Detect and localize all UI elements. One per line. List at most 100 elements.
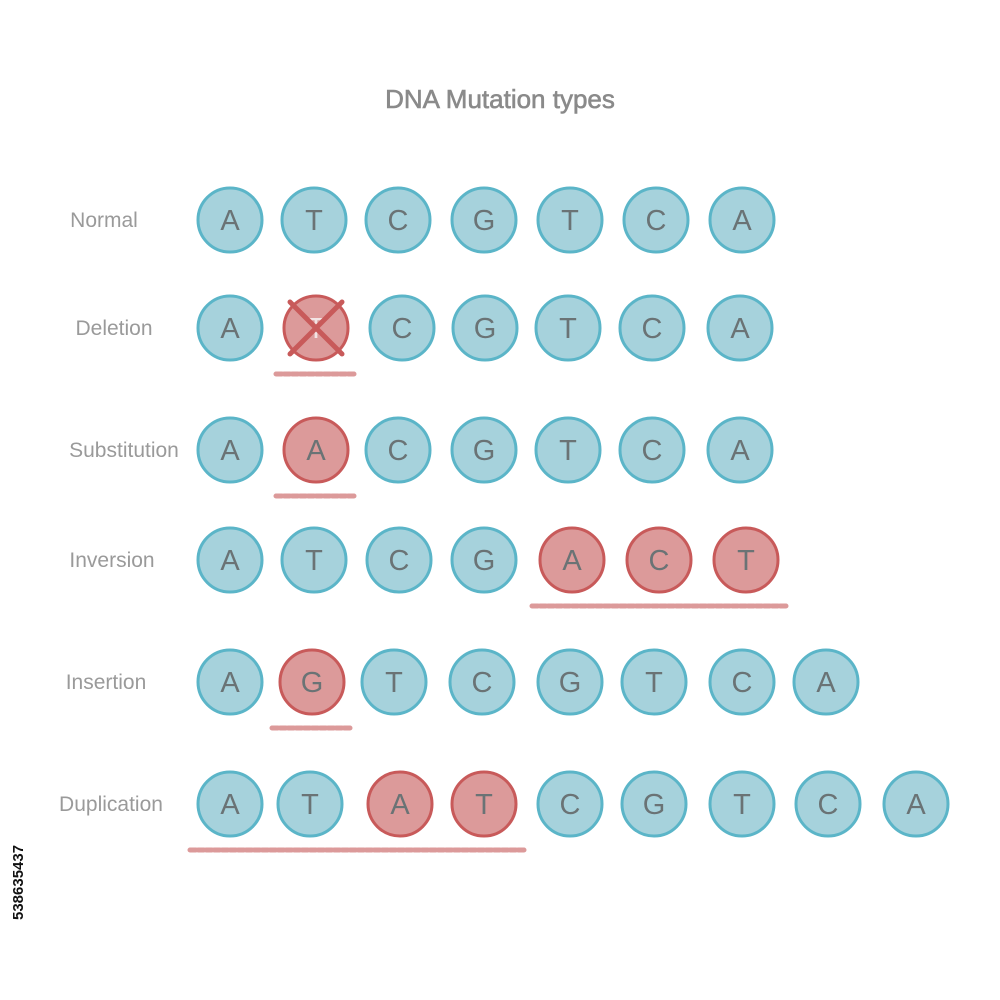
base: T [534, 416, 602, 484]
mutant-base: A [282, 416, 350, 484]
base: C [708, 648, 776, 716]
base-letter: G [301, 667, 324, 699]
base-letter: A [220, 205, 240, 237]
base-circle [196, 770, 264, 838]
base-circle [365, 526, 433, 594]
base-letter: G [643, 789, 666, 821]
base-letter: A [306, 435, 326, 467]
base-letter: A [220, 313, 240, 345]
base: T [280, 526, 348, 594]
base: C [618, 294, 686, 362]
row-duplication: Duplication A T A T C G T C A [59, 770, 950, 853]
base: C [448, 648, 516, 716]
base-circle [882, 770, 950, 838]
base-letter: T [559, 313, 577, 345]
base: A [196, 526, 264, 594]
base-circle [534, 416, 602, 484]
base-letter: C [642, 435, 663, 467]
mutant-base: A [366, 770, 434, 838]
base-circle [280, 526, 348, 594]
base-letter: A [220, 789, 240, 821]
base: A [196, 416, 264, 484]
row-substitution: Substitution A A C G T C A [69, 416, 774, 499]
base-letter: T [733, 789, 751, 821]
base-circle [534, 294, 602, 362]
deletion-cross-icon [287, 299, 345, 357]
base-letter: T [475, 789, 493, 821]
base-circle [706, 416, 774, 484]
base-circle [450, 186, 518, 254]
row-label: Duplication [59, 793, 163, 816]
base: C [368, 294, 436, 362]
base-circle [364, 416, 432, 484]
base: G [450, 186, 518, 254]
base: T [536, 186, 604, 254]
row-label: Substitution [69, 439, 179, 462]
base-circle [276, 770, 344, 838]
base-circle [196, 186, 264, 254]
base-letter: A [220, 545, 240, 577]
mutant-base: T [712, 526, 780, 594]
base-letter: C [392, 313, 413, 345]
base-circle [360, 648, 428, 716]
base-circle [536, 648, 604, 716]
base-circle [618, 294, 686, 362]
base-circle [536, 186, 604, 254]
base-circle [196, 526, 264, 594]
base-circle [625, 526, 693, 594]
base-circle [536, 770, 604, 838]
base: G [450, 526, 518, 594]
base-letter: C [649, 545, 670, 577]
base-circle [620, 770, 688, 838]
base-letter: T [559, 435, 577, 467]
row-label: Deletion [75, 317, 152, 340]
base-circle [451, 294, 519, 362]
base: G [536, 648, 604, 716]
base: T [534, 294, 602, 362]
base-circle [620, 648, 688, 716]
base-circle [712, 526, 780, 594]
mutant-base: A [538, 526, 606, 594]
base: A [196, 770, 264, 838]
base-letter: G [474, 313, 497, 345]
base-letter: T [645, 667, 663, 699]
mutant-base: T [282, 294, 350, 362]
base-letter: A [390, 789, 410, 821]
base-letter: A [732, 205, 752, 237]
base: T [708, 770, 776, 838]
row-deletion: Deletion A T C G T C A [75, 294, 774, 377]
base-letter: G [473, 435, 496, 467]
base-letter: T [385, 667, 403, 699]
diagram-title: DNA Mutation types [385, 84, 615, 114]
mutant-base: C [625, 526, 693, 594]
base-letter: T [737, 545, 755, 577]
base-circle [794, 770, 862, 838]
base-circle [538, 526, 606, 594]
base: A [792, 648, 860, 716]
base-circle [708, 186, 776, 254]
base-letter: G [559, 667, 582, 699]
row-label: Insertion [66, 671, 147, 694]
base-letter: C [472, 667, 493, 699]
base-letter: A [906, 789, 926, 821]
base-letter: G [473, 205, 496, 237]
base: C [364, 186, 432, 254]
base-letter: A [816, 667, 836, 699]
base-letter: C [389, 545, 410, 577]
base-letter: C [646, 205, 667, 237]
base-circle [280, 186, 348, 254]
mutant-base: T [450, 770, 518, 838]
base-letter: C [388, 435, 409, 467]
base-letter: C [388, 205, 409, 237]
base-circle [708, 648, 776, 716]
base-circle [196, 416, 264, 484]
base-letter: A [730, 435, 750, 467]
base: T [620, 648, 688, 716]
base: C [536, 770, 604, 838]
base-circle [278, 648, 346, 716]
base-circle [364, 186, 432, 254]
base-letter: G [473, 545, 496, 577]
mutation-rows: NormalATCGTCADeletionATCGTCASubstitution… [59, 186, 950, 853]
base-circle [368, 294, 436, 362]
